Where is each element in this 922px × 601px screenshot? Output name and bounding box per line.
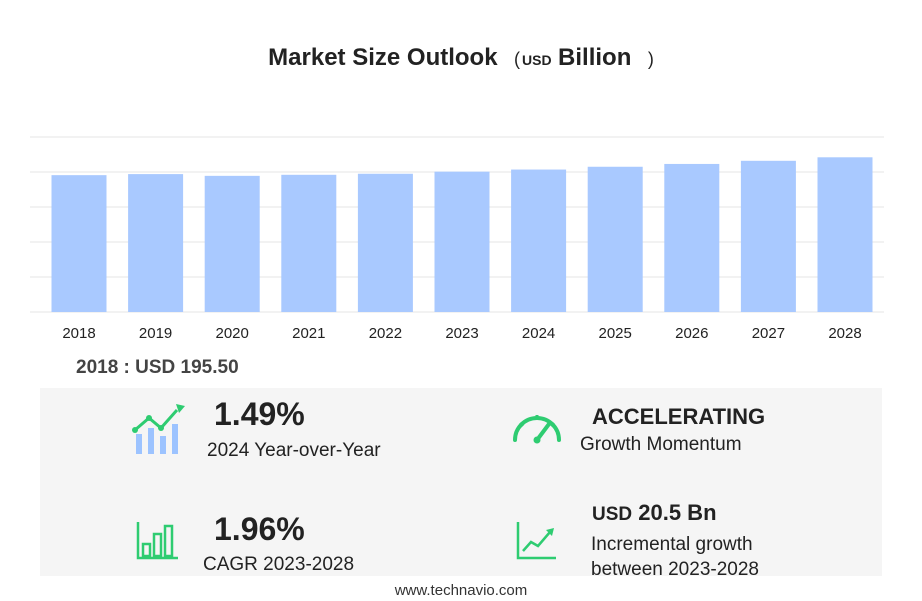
title-open-paren: ( bbox=[514, 49, 521, 69]
bar-2024 bbox=[511, 169, 567, 312]
bar-chart: 2018 2019 2020 2021 2022 2023 2024 2025 2026 2027… bbox=[30, 136, 884, 342]
bar-2021 bbox=[281, 174, 337, 312]
x-tick-label: 2021 bbox=[292, 325, 325, 342]
title-main: Market Size Outlook bbox=[268, 44, 498, 71]
incremental-amount: 20.5 Bn bbox=[638, 500, 717, 525]
x-tick-label: 2028 bbox=[828, 325, 861, 342]
incremental-currency: USD bbox=[592, 504, 633, 525]
x-tick-label: 2025 bbox=[599, 325, 632, 342]
bar-2026 bbox=[664, 163, 720, 312]
x-tick-label: 2022 bbox=[369, 325, 402, 342]
x-tick-label: 2027 bbox=[752, 325, 785, 342]
bar-chart-icon bbox=[136, 522, 178, 560]
yoy-label: 2024 Year-over-Year bbox=[207, 440, 381, 461]
momentum-label: Growth Momentum bbox=[580, 434, 742, 455]
growth-bars-icon bbox=[132, 404, 185, 454]
base-year-value: 2018 : USD 195.50 bbox=[76, 357, 239, 378]
stats-panel bbox=[40, 388, 882, 576]
x-tick-label: 2024 bbox=[522, 325, 555, 342]
bar-2025 bbox=[587, 166, 643, 312]
incremental-value: USD 20.5 Bn bbox=[592, 500, 717, 526]
chart-title: Market Size Outlook (USD Billion ) bbox=[0, 44, 922, 72]
bar-2023 bbox=[434, 171, 490, 312]
bar-2022 bbox=[357, 173, 413, 312]
incremental-label-1: Incremental growth bbox=[591, 534, 753, 555]
source-url: www.technavio.com bbox=[394, 582, 528, 599]
title-currency: USD bbox=[522, 52, 552, 68]
speedometer-icon bbox=[513, 415, 561, 444]
yoy-value: 1.49% bbox=[214, 396, 305, 432]
bar-2020 bbox=[204, 175, 260, 312]
incremental-label-2: between 2023-2028 bbox=[591, 559, 759, 580]
x-tick-label: 2023 bbox=[445, 325, 478, 342]
trend-line-icon bbox=[516, 522, 556, 560]
title-unit: Billion bbox=[558, 44, 632, 71]
x-tick-label: 2018 bbox=[62, 325, 95, 342]
x-tick-label: 2019 bbox=[139, 325, 172, 342]
cagr-label: CAGR 2023-2028 bbox=[203, 554, 355, 575]
x-tick-label: 2026 bbox=[675, 325, 708, 342]
x-tick-label: 2020 bbox=[216, 325, 249, 342]
momentum-value: ACCELERATING bbox=[592, 404, 766, 429]
cagr-value: 1.96% bbox=[214, 511, 305, 547]
bar-2019 bbox=[128, 174, 184, 312]
bar-2027 bbox=[740, 160, 796, 312]
bar-2018 bbox=[51, 175, 107, 312]
bar-2028 bbox=[817, 157, 873, 312]
title-close-paren: ) bbox=[647, 49, 654, 69]
